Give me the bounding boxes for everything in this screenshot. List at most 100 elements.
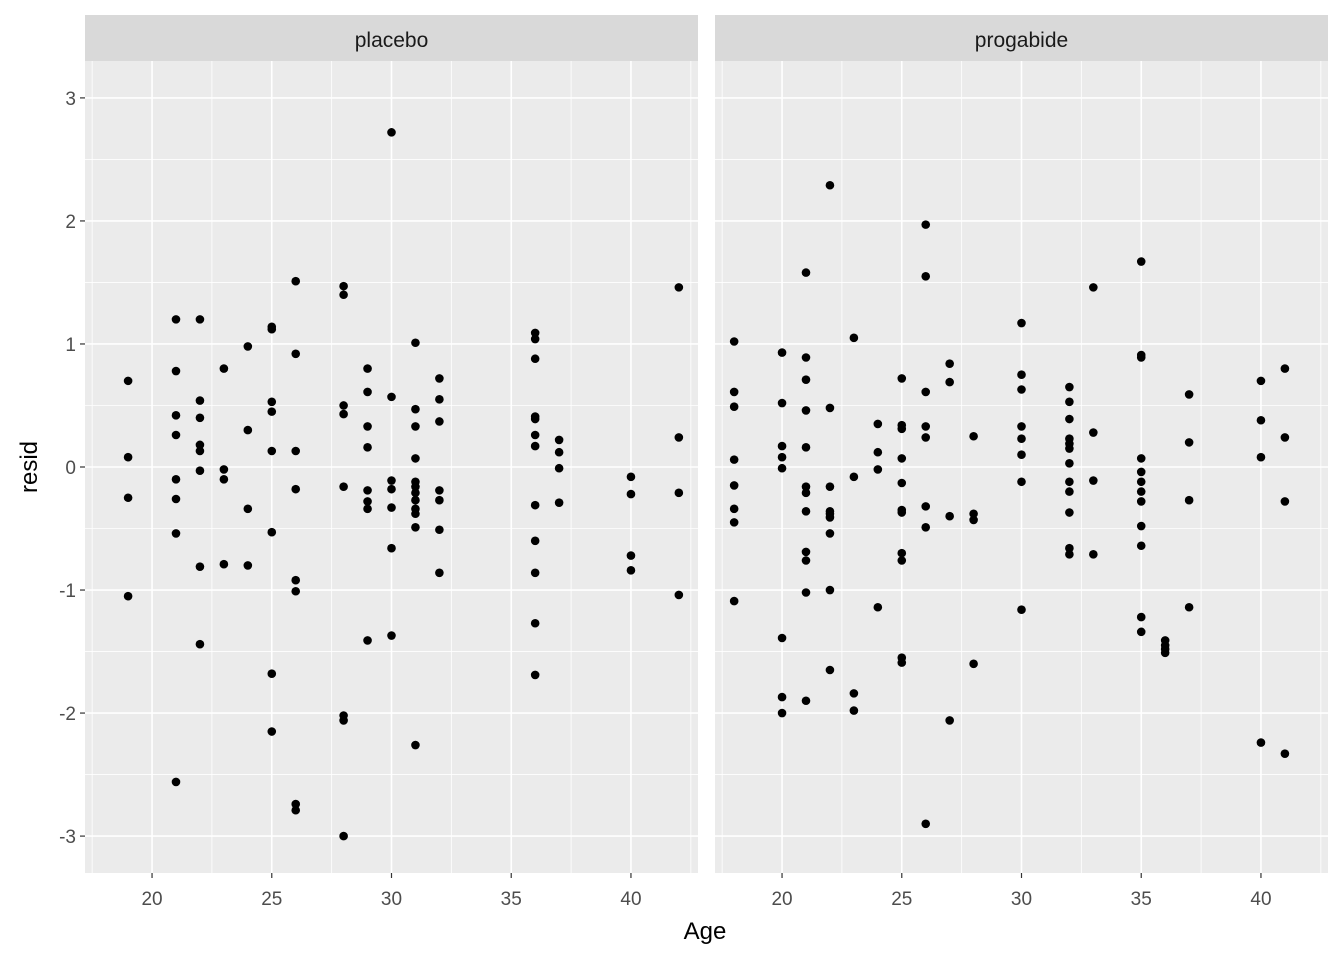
data-point xyxy=(873,419,883,429)
data-point xyxy=(267,397,277,407)
data-point xyxy=(339,482,348,491)
data-point xyxy=(435,525,444,535)
data-point xyxy=(777,692,787,702)
data-point xyxy=(1017,434,1026,444)
y-axis: -3 -2 -1 0 1 2 3 xyxy=(59,89,85,848)
data-point xyxy=(363,497,372,506)
data-point xyxy=(1136,257,1146,266)
data-point xyxy=(530,536,540,546)
y-tick-label: 2 xyxy=(65,212,76,233)
data-point xyxy=(435,486,444,495)
data-point xyxy=(291,575,301,585)
data-point xyxy=(195,446,205,456)
data-point xyxy=(530,354,540,364)
data-point xyxy=(729,455,739,464)
data-point xyxy=(777,441,787,451)
data-point xyxy=(530,430,540,440)
data-point xyxy=(267,727,277,736)
y-tick-label: -2 xyxy=(59,704,76,725)
data-point xyxy=(873,447,883,457)
data-point xyxy=(1065,477,1074,487)
data-point xyxy=(195,413,205,423)
data-point xyxy=(195,466,205,475)
data-point xyxy=(1160,648,1170,658)
data-point xyxy=(801,482,811,491)
data-point xyxy=(243,504,253,514)
data-point xyxy=(387,543,396,553)
data-point xyxy=(291,276,301,286)
data-point xyxy=(825,529,835,538)
data-point xyxy=(1136,487,1146,496)
data-point xyxy=(530,328,540,338)
data-point xyxy=(921,220,931,229)
data-point xyxy=(674,433,684,442)
x-tick-label: 25 xyxy=(261,889,282,910)
data-point xyxy=(219,465,229,474)
data-point xyxy=(435,568,444,578)
data-point xyxy=(801,506,811,516)
data-point xyxy=(291,586,301,596)
data-point xyxy=(801,547,811,557)
data-point xyxy=(729,504,739,514)
data-point xyxy=(291,799,301,809)
data-point xyxy=(897,658,907,667)
data-point xyxy=(435,374,444,383)
data-point xyxy=(1017,605,1026,615)
data-point xyxy=(554,498,564,507)
data-point xyxy=(1256,415,1266,425)
data-point xyxy=(1136,467,1146,477)
data-point xyxy=(897,548,907,558)
data-point xyxy=(921,272,931,281)
data-point xyxy=(219,364,229,373)
data-point xyxy=(1136,454,1146,463)
data-point xyxy=(777,348,787,357)
data-point xyxy=(411,522,420,532)
data-point xyxy=(897,454,907,463)
data-point xyxy=(123,493,133,503)
data-point xyxy=(1184,495,1194,505)
data-point xyxy=(1017,450,1026,459)
data-point xyxy=(339,401,348,410)
data-point xyxy=(1065,382,1074,392)
data-point xyxy=(825,585,835,595)
data-point xyxy=(674,590,684,600)
data-point xyxy=(243,342,253,351)
data-point xyxy=(411,422,420,431)
data-point xyxy=(777,452,787,462)
data-point xyxy=(674,283,684,292)
x-tick-label: 30 xyxy=(381,889,402,910)
data-point xyxy=(435,495,444,505)
data-point xyxy=(897,424,907,434)
data-point xyxy=(801,268,811,277)
data-point xyxy=(411,495,420,505)
data-point xyxy=(801,488,811,498)
data-point xyxy=(801,375,811,384)
data-point xyxy=(1089,283,1098,292)
x-axes: 20 25 30 35 40 20 25 30 35 40 xyxy=(141,873,1272,910)
data-point xyxy=(387,484,396,494)
data-point xyxy=(777,633,787,643)
data-point xyxy=(945,511,954,521)
data-point xyxy=(411,404,420,414)
data-point xyxy=(897,478,907,488)
data-point xyxy=(411,509,420,519)
data-point xyxy=(195,562,205,571)
data-point xyxy=(1017,370,1026,380)
data-point xyxy=(1184,602,1194,612)
facet-strip xyxy=(85,15,698,61)
data-point xyxy=(1136,521,1146,531)
data-point xyxy=(123,376,133,386)
data-point xyxy=(171,430,181,440)
data-point xyxy=(969,659,978,669)
data-point xyxy=(435,417,444,426)
data-point xyxy=(554,463,564,473)
data-point xyxy=(945,359,954,368)
data-point xyxy=(801,353,811,362)
data-point xyxy=(1256,738,1266,747)
data-point xyxy=(1184,390,1194,399)
data-point xyxy=(171,366,181,376)
data-point xyxy=(1280,364,1290,373)
data-point xyxy=(171,411,181,420)
data-point xyxy=(530,414,540,424)
data-point xyxy=(825,403,835,413)
